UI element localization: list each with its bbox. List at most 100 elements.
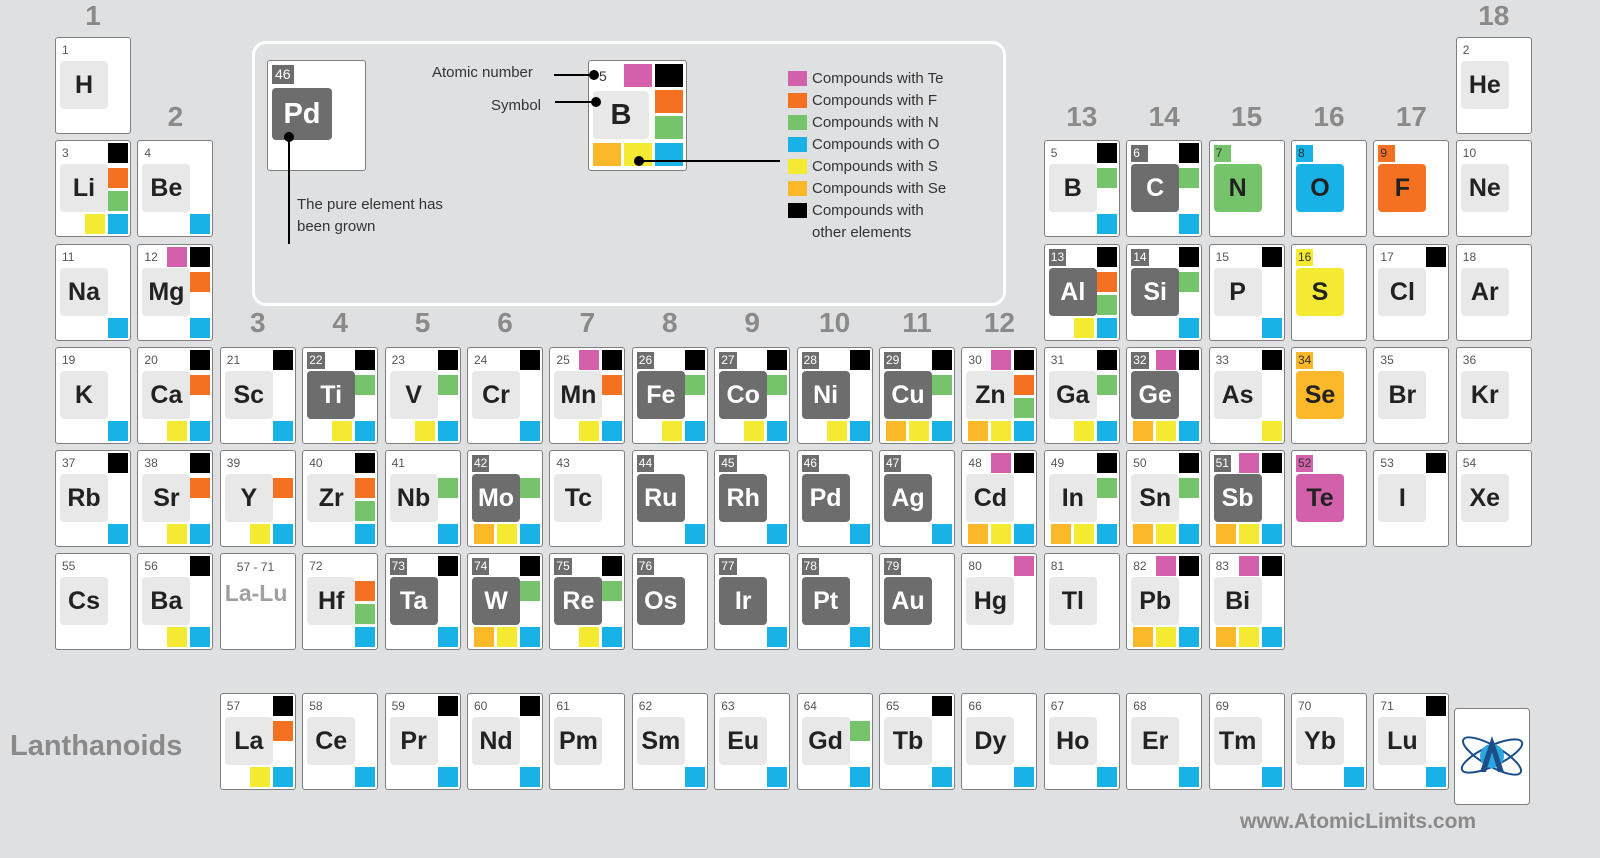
element-cell-tc[interactable]: 43 Tc — [549, 450, 626, 547]
element-cell-p[interactable]: 15 P — [1208, 244, 1285, 341]
element-cell-as[interactable]: 33 As — [1208, 347, 1285, 444]
element-cell-zn[interactable]: 30 Zn — [961, 347, 1038, 444]
element-cell-ti[interactable]: 22 Ti — [302, 347, 379, 444]
marker-O — [684, 421, 705, 441]
atomic-number: 52 — [1296, 455, 1314, 472]
element-cell-sr[interactable]: 38 Sr — [137, 450, 214, 547]
element-cell-ne[interactable]: 10 Ne — [1455, 140, 1532, 237]
element-cell-cr[interactable]: 24 Cr — [467, 347, 543, 444]
element-cell-cs[interactable]: 55 Cs — [55, 553, 131, 650]
element-cell-ce[interactable]: 58 Ce — [302, 693, 379, 790]
element-cell-ar[interactable]: 18 Ar — [1455, 244, 1532, 341]
element-cell-i[interactable]: 53 I — [1373, 450, 1450, 547]
element-cell-sm[interactable]: 62 Sm — [631, 693, 708, 790]
element-cell-ru[interactable]: 44 Ru — [631, 450, 708, 547]
element-cell-k[interactable]: 19 K — [55, 347, 131, 444]
marker-O — [1096, 318, 1117, 338]
element-cell-cl[interactable]: 17 Cl — [1373, 244, 1450, 341]
element-cell-gd[interactable]: 64 Gd — [796, 693, 873, 790]
element-cell-si[interactable]: 14 Si — [1126, 244, 1203, 341]
element-cell-co[interactable]: 27 Co — [714, 347, 791, 444]
element-cell-ca[interactable]: 20 Ca — [137, 347, 214, 444]
website-url[interactable]: www.AtomicLimits.com — [1240, 810, 1477, 833]
element-cell-se[interactable]: 34 Se — [1291, 347, 1367, 444]
element-cell-sb[interactable]: 51 Sb — [1208, 450, 1285, 547]
element-cell-la[interactable]: 57 La — [219, 693, 296, 790]
element-cell-hg[interactable]: 80 Hg — [961, 553, 1038, 650]
marker-O — [437, 627, 458, 647]
element-cell-au[interactable]: 79 Au — [879, 553, 955, 650]
element-cell-re[interactable]: 75 Re — [549, 553, 626, 650]
element-cell-ga[interactable]: 31 Ga — [1043, 347, 1120, 444]
element-cell-pm[interactable]: 61 Pm — [549, 693, 626, 790]
element-cell-mn[interactable]: 25 Mn — [549, 347, 626, 444]
element-cell-tm[interactable]: 69 Tm — [1208, 693, 1285, 790]
element-cell-la-lu[interactable]: 57 - 71 La-Lu — [219, 553, 296, 650]
element-cell-sn[interactable]: 50 Sn — [1126, 450, 1203, 547]
element-cell-ir[interactable]: 77 Ir — [714, 553, 791, 650]
element-cell-w[interactable]: 74 W — [467, 553, 543, 650]
element-cell-nd[interactable]: 60 Nd — [467, 693, 543, 790]
element-cell-pr[interactable]: 59 Pr — [384, 693, 461, 790]
element-cell-li[interactable]: 3 Li — [55, 140, 131, 237]
element-cell-rb[interactable]: 37 Rb — [55, 450, 131, 547]
marker-other — [1261, 350, 1282, 370]
element-cell-s[interactable]: 16 S — [1291, 244, 1367, 341]
element-cell-be[interactable]: 4 Be — [137, 140, 214, 237]
marker-other — [108, 453, 128, 473]
element-cell-ge[interactable]: 32 Ge — [1126, 347, 1203, 444]
marker-N — [1096, 375, 1117, 395]
element-cell-pt[interactable]: 78 Pt — [796, 553, 873, 650]
element-cell-eu[interactable]: 63 Eu — [714, 693, 791, 790]
element-cell-tl[interactable]: 81 Tl — [1043, 553, 1120, 650]
element-cell-mo[interactable]: 42 Mo — [467, 450, 543, 547]
element-cell-pd[interactable]: 46 Pd — [796, 450, 873, 547]
element-cell-y[interactable]: 39 Y — [219, 450, 296, 547]
marker-N — [108, 191, 128, 211]
element-cell-zr[interactable]: 40 Zr — [302, 450, 379, 547]
element-cell-na[interactable]: 11 Na — [55, 244, 131, 341]
element-cell-he[interactable]: 2 He — [1455, 37, 1532, 134]
element-cell-kr[interactable]: 36 Kr — [1455, 347, 1532, 444]
element-cell-v[interactable]: 23 V — [384, 347, 461, 444]
element-cell-in[interactable]: 49 In — [1043, 450, 1120, 547]
element-cell-tb[interactable]: 65 Tb — [879, 693, 955, 790]
element-cell-os[interactable]: 76 Os — [631, 553, 708, 650]
element-cell-ho[interactable]: 67 Ho — [1043, 693, 1120, 790]
element-cell-te[interactable]: 52 Te — [1291, 450, 1367, 547]
element-cell-hf[interactable]: 72 Hf — [302, 553, 379, 650]
element-cell-nb[interactable]: 41 Nb — [384, 450, 461, 547]
element-cell-bi[interactable]: 83 Bi — [1208, 553, 1285, 650]
element-cell-ag[interactable]: 47 Ag — [879, 450, 955, 547]
element-cell-yb[interactable]: 70 Yb — [1291, 693, 1367, 790]
legend-swatch-f — [788, 93, 807, 108]
element-cell-xe[interactable]: 54 Xe — [1455, 450, 1532, 547]
marker-other — [602, 556, 623, 576]
element-cell-cu[interactable]: 29 Cu — [879, 347, 955, 444]
marker-Te — [579, 350, 600, 370]
element-cell-ba[interactable]: 56 Ba — [137, 553, 214, 650]
element-cell-ta[interactable]: 73 Ta — [384, 553, 461, 650]
legend-connector-lines — [284, 70, 780, 244]
element-cell-dy[interactable]: 66 Dy — [961, 693, 1038, 790]
element-cell-fe[interactable]: 26 Fe — [631, 347, 708, 444]
atomic-number: 79 — [884, 558, 902, 575]
element-cell-mg[interactable]: 12 Mg — [137, 244, 214, 341]
atomic-number: 39 — [226, 456, 241, 470]
element-cell-pb[interactable]: 82 Pb — [1126, 553, 1203, 650]
element-cell-lu[interactable]: 71 Lu — [1373, 693, 1450, 790]
element-cell-ni[interactable]: 28 Ni — [796, 347, 873, 444]
element-cell-rh[interactable]: 45 Rh — [714, 450, 791, 547]
element-cell-al[interactable]: 13 Al — [1043, 244, 1120, 341]
element-cell-cd[interactable]: 48 Cd — [961, 450, 1038, 547]
element-cell-er[interactable]: 68 Er — [1126, 693, 1203, 790]
element-symbol: W — [472, 577, 520, 625]
element-cell-br[interactable]: 35 Br — [1373, 347, 1450, 444]
element-cell-sc[interactable]: 21 Sc — [219, 347, 296, 444]
